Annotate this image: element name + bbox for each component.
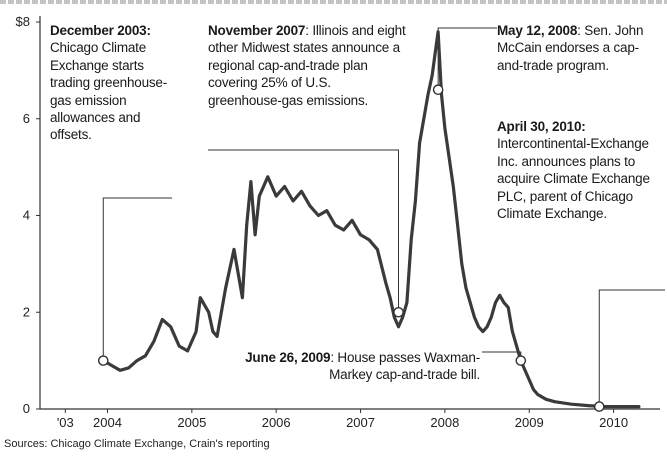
y-tick-label: $8 <box>16 14 30 29</box>
annotation-date: December 2003: <box>50 23 151 38</box>
leader-line <box>208 149 400 313</box>
annotation-date: November 2007 <box>208 23 306 38</box>
event-marker <box>432 84 444 96</box>
event-marker <box>97 355 109 366</box>
annotation-text: Chicago Climate Exchange starts trading … <box>50 40 168 143</box>
x-tick-label: 2004 <box>93 415 122 430</box>
annotation-text: : Illinois and eight other Midwest state… <box>208 23 406 108</box>
x-tick-label: 2007 <box>346 415 375 430</box>
y-tick-label: 6 <box>23 111 30 126</box>
event-marker <box>593 401 605 412</box>
event-marker <box>393 306 404 318</box>
x-tick-label: 2009 <box>515 415 544 430</box>
y-tick-label: 2 <box>23 304 30 319</box>
annotation-nov-2007: November 2007: Illinois and eight other … <box>208 22 406 109</box>
annotation-may-2008: May 12, 2008: Sen. John McCain endorses … <box>497 22 659 74</box>
leader-line <box>102 197 172 361</box>
leader-line <box>437 27 497 90</box>
annotation-text: : House passes Waxman-Markey cap-and-tra… <box>329 350 480 383</box>
markers <box>97 84 605 412</box>
price-chart: $8 6 4 2 0 '03 2004 2005 2006 2007 2008 2009 2010 <box>16 14 665 430</box>
axes <box>36 16 660 413</box>
annotation-jun-2009: June 26, 2009: House passes Waxman-Marke… <box>244 349 480 384</box>
x-tick-label: 2006 <box>262 415 291 430</box>
x-tick-label: 2008 <box>430 415 459 430</box>
annotation-text: : Sen. John McCain endorses a cap-and-tr… <box>497 23 644 73</box>
x-tick-label: '03 <box>57 415 74 430</box>
annotation-text: Intercontinental-Exchange Inc. announces… <box>497 136 650 222</box>
y-tick-label: 0 <box>23 401 30 416</box>
leader-line <box>598 289 665 407</box>
x-tick-label: 2005 <box>177 415 206 430</box>
source-note: Sources: Chicago Climate Exchange, Crain… <box>4 438 270 450</box>
tick-labels: $8 6 4 2 0 '03 2004 2005 2006 2007 2008 2009 2010 <box>16 14 629 430</box>
annotation-dec-2003: December 2003: Chicago Climate Exchange … <box>50 22 180 144</box>
plot-area <box>101 30 641 409</box>
x-tick-label: 2010 <box>599 415 628 430</box>
price-line <box>101 30 641 409</box>
leader-line <box>482 351 522 361</box>
leader-lines <box>102 27 665 407</box>
annotation-date: April 30, 2010: <box>497 119 586 134</box>
annotation-date: June 26, 2009 <box>245 350 331 365</box>
y-tick-label: 4 <box>23 208 30 223</box>
annotation-date: May 12, 2008 <box>497 23 578 38</box>
event-marker <box>515 355 527 366</box>
top-strip <box>0 0 667 4</box>
annotation-apr-2010: April 30, 2010: Intercontinental-Exchang… <box>497 118 665 222</box>
